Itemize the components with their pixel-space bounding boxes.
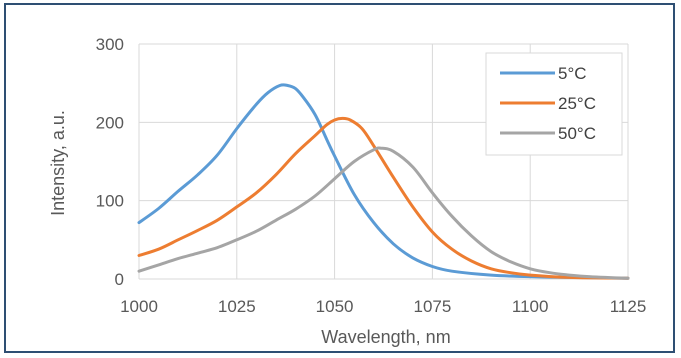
x-tick-label-5: 1125 — [610, 297, 647, 316]
x-tick-label-4: 1100 — [512, 297, 549, 316]
series-line-1 — [137, 116, 630, 280]
x-tick-label-0: 1000 — [120, 297, 158, 316]
y-axis-title: Intensity, a.u. — [48, 110, 68, 216]
x-tick-label-1: 1025 — [218, 297, 256, 316]
series-line-0 — [137, 83, 630, 280]
legend-label-2: 50°C — [558, 124, 596, 143]
legend-label-0: 5°C — [558, 64, 587, 83]
y-tick-label-1: 100 — [96, 192, 124, 211]
y-axis-tick-labels: 0 100 200 300 — [96, 35, 124, 289]
y-tick-label-0: 0 — [115, 270, 124, 289]
legend-label-1: 25°C — [558, 94, 596, 113]
x-axis-title: Wavelength, nm — [321, 327, 450, 347]
series-line-2 — [137, 146, 630, 280]
x-axis-tick-labels: 1000 1025 1050 1075 1100 1125 — [120, 297, 646, 316]
x-tick-label-3: 1075 — [413, 297, 451, 316]
y-tick-label-2: 200 — [96, 113, 124, 132]
x-tick-label-2: 1050 — [316, 297, 354, 316]
y-tick-label-3: 300 — [96, 35, 124, 54]
series-layer — [137, 83, 630, 280]
legend: 5°C 25°C 50°C — [485, 52, 623, 156]
